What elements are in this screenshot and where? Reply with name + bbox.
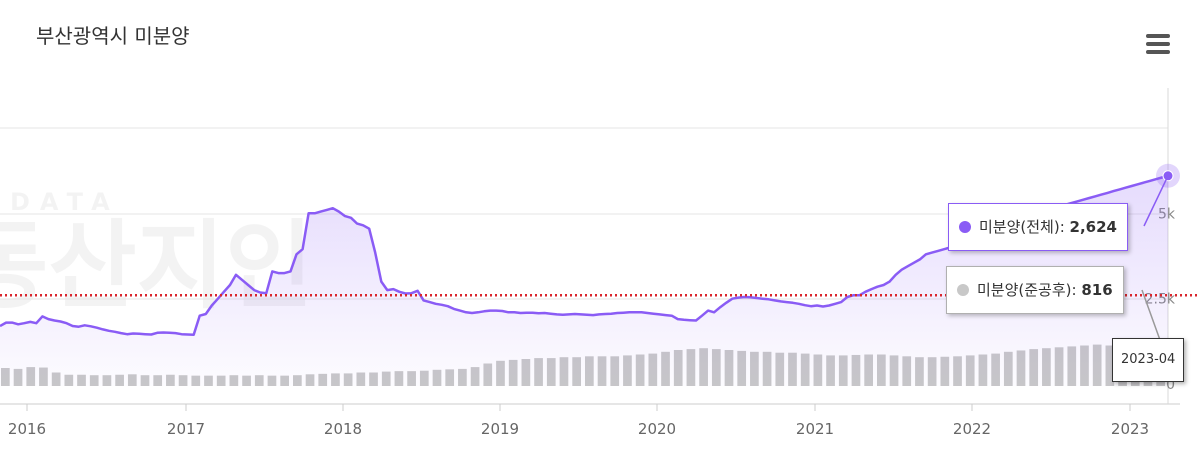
x-tick-label-2: 2018 — [324, 420, 362, 438]
area-total — [0, 175, 1168, 386]
x-tick-label-7: 2023 — [1111, 420, 1149, 438]
tooltip-completed-value: 816 — [1081, 281, 1113, 299]
x-tick-label-6: 2022 — [953, 420, 991, 438]
tooltip-completed: 미분양(준공후): 816 — [946, 266, 1124, 314]
x-tick-label-1: 2017 — [167, 420, 205, 438]
tooltip-total-connector — [1143, 175, 1169, 227]
x-tick-label-0: 2016 — [8, 420, 46, 438]
chart-title: 부산광역시 미분양 — [36, 24, 190, 48]
tooltip-total: 미분양(전체): 2,624 — [948, 203, 1128, 251]
watermark-data-text: DATA — [10, 188, 120, 216]
series-completed-dot — [957, 284, 969, 296]
tooltip-date: 2023-04 — [1112, 338, 1185, 382]
x-tick-label-3: 2019 — [481, 420, 519, 438]
tooltip-total-label: 미분양(전체) — [979, 218, 1060, 236]
series-total-dot — [959, 221, 971, 233]
tooltip-total-value: 2,624 — [1069, 218, 1117, 236]
x-tick-label-5: 2021 — [796, 420, 834, 438]
x-tick-label-4: 2020 — [638, 420, 676, 438]
tooltip-completed-label: 미분양(준공후) — [977, 281, 1072, 299]
tooltip-completed-connector — [1141, 289, 1161, 341]
y-tick-label-2: 0 — [1166, 377, 1175, 393]
chart-menu-icon[interactable] — [1146, 34, 1170, 54]
